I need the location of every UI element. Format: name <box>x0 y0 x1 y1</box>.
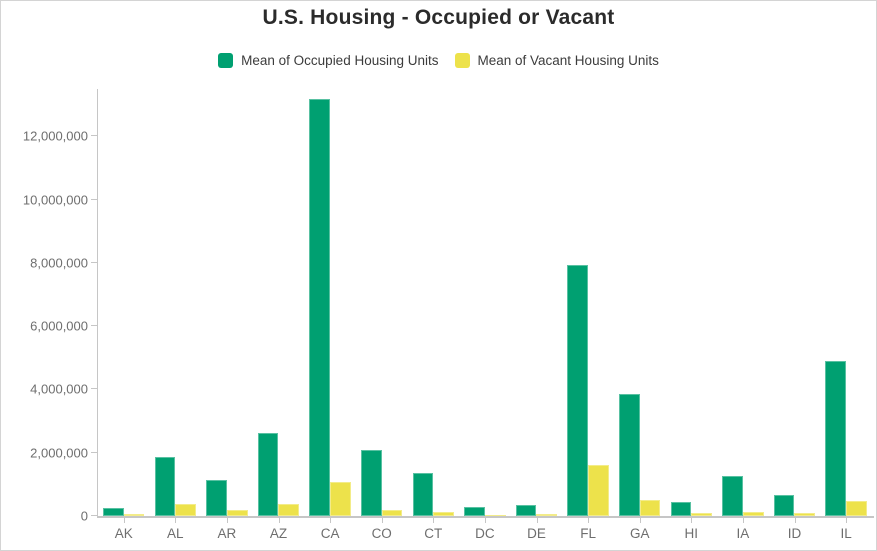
x-axis-label-AK: AK <box>114 526 133 541</box>
bar-group-IL <box>825 361 867 516</box>
x-axis-tick <box>330 518 332 523</box>
x-axis-label-HI: HI <box>684 526 699 541</box>
bar-vacant-CT[interactable] <box>433 511 454 516</box>
x-axis-label-GA: GA <box>629 526 650 541</box>
x-axis-tick <box>381 518 383 523</box>
bar-occupied-AL[interactable] <box>154 456 176 516</box>
x-axis-label-CO: CO <box>371 526 392 541</box>
bar-vacant-IL[interactable] <box>846 500 867 516</box>
bar-group-DE <box>515 504 558 516</box>
y-axis-tick <box>91 198 97 200</box>
bar-vacant-DC[interactable] <box>484 514 506 516</box>
x-axis-label-CT: CT <box>424 526 443 541</box>
bar-vacant-GA[interactable] <box>639 500 661 516</box>
bar-vacant-AR[interactable] <box>226 510 248 516</box>
x-axis-tick <box>175 518 177 523</box>
bar-group-AZ <box>257 433 300 516</box>
x-axis-tick <box>794 518 796 523</box>
bar-group-DC <box>464 507 506 516</box>
y-axis-label: 8,000,000 <box>30 255 88 271</box>
y-axis-label: 4,000,000 <box>30 381 88 397</box>
legend-swatch-occupied <box>218 53 234 68</box>
bar-vacant-CO[interactable] <box>381 510 403 516</box>
y-axis-label: 2,000,000 <box>30 445 88 461</box>
bar-vacant-ID[interactable] <box>794 513 816 516</box>
bar-occupied-AR[interactable] <box>206 479 227 516</box>
bar-occupied-AK[interactable] <box>103 508 124 516</box>
y-axis-tick <box>91 325 97 327</box>
bar-occupied-ID[interactable] <box>773 495 795 516</box>
bar-occupied-AZ[interactable] <box>257 433 279 516</box>
y-axis-tick <box>91 261 97 263</box>
x-axis-label-FL: FL <box>580 526 596 541</box>
x-axis-label-DE: DE <box>527 526 546 541</box>
x-axis-label-AL: AL <box>167 526 184 541</box>
bar-occupied-IL[interactable] <box>825 361 847 516</box>
bar-occupied-CA[interactable] <box>309 98 331 516</box>
bar-group-CT <box>412 472 454 516</box>
bar-vacant-HI[interactable] <box>691 513 712 516</box>
x-axis-label-AZ: AZ <box>269 526 288 541</box>
bar-vacant-IA[interactable] <box>742 511 764 516</box>
x-axis-label-ID: ID <box>787 526 802 541</box>
legend-item-vacant[interactable]: Mean of Vacant Housing Units <box>454 53 659 68</box>
bar-group-IA <box>722 475 764 516</box>
bar-group-ID <box>773 495 816 516</box>
bar-vacant-AZ[interactable] <box>278 503 300 516</box>
x-axis-tick <box>536 518 538 523</box>
x-axis-tick <box>123 518 125 523</box>
x-axis-tick <box>278 518 280 523</box>
chart-legend: Mean of Occupied Housing Units Mean of V… <box>1 53 876 68</box>
bar-group-CO <box>361 449 403 516</box>
y-axis-tick <box>91 515 97 516</box>
bar-occupied-DE[interactable] <box>515 504 537 516</box>
bar-group-AR <box>206 479 248 516</box>
x-axis-label-IL: IL <box>840 526 852 541</box>
x-axis-tick <box>691 518 693 523</box>
y-axis-tick <box>91 451 97 453</box>
bar-occupied-CT[interactable] <box>412 472 434 516</box>
x-axis-label-DC: DC <box>475 526 495 541</box>
bar-occupied-HI[interactable] <box>670 501 692 516</box>
y-axis-label: 6,000,000 <box>30 318 88 334</box>
y-axis-label: 12,000,000 <box>22 128 88 144</box>
bar-occupied-GA[interactable] <box>619 394 640 516</box>
legend-swatch-vacant <box>454 53 470 68</box>
bar-group-FL <box>567 264 609 516</box>
bar-vacant-DE[interactable] <box>536 513 558 516</box>
x-axis-label-AR: AR <box>217 526 237 541</box>
chart-title: U.S. Housing - Occupied or Vacant <box>262 6 615 29</box>
y-axis-tick <box>91 135 97 137</box>
y-axis-tick <box>91 388 97 390</box>
bar-group-GA <box>619 394 661 516</box>
bar-vacant-CA[interactable] <box>330 481 351 516</box>
x-axis-tick <box>846 518 848 523</box>
bar-vacant-AL[interactable] <box>175 504 196 516</box>
bar-group-AL <box>154 456 196 516</box>
bar-vacant-FL[interactable] <box>588 465 609 516</box>
bar-occupied-CO[interactable] <box>361 449 382 516</box>
plot-area: 0 2,000,000 4,000,000 6,000,000 8,000,000 10,… <box>23 89 874 540</box>
legend-label-occupied: Mean of Occupied Housing Units <box>241 53 439 68</box>
x-axis-tick <box>639 518 641 523</box>
x-axis-tick <box>742 518 744 523</box>
x-axis-tick <box>588 518 590 523</box>
x-axis-label-CA: CA <box>320 526 340 541</box>
x-axis-tick <box>484 518 486 523</box>
bar-occupied-IA[interactable] <box>722 475 743 516</box>
legend-item-occupied[interactable]: Mean of Occupied Housing Units <box>218 53 439 68</box>
bar-vacant-AK[interactable] <box>123 513 145 516</box>
bar-occupied-DC[interactable] <box>464 507 485 516</box>
x-axis-label-IA: IA <box>736 526 750 541</box>
x-axis-tick <box>433 518 435 523</box>
bar-group-AK <box>103 508 145 516</box>
y-axis-label: 0 <box>80 508 88 524</box>
legend-label-vacant: Mean of Vacant Housing Units <box>477 53 659 68</box>
bar-group-CA <box>309 98 351 516</box>
bar-occupied-FL[interactable] <box>567 264 589 516</box>
bar-group-HI <box>670 501 712 516</box>
y-axis-label: 10,000,000 <box>22 192 88 208</box>
x-axis-tick <box>226 518 228 523</box>
